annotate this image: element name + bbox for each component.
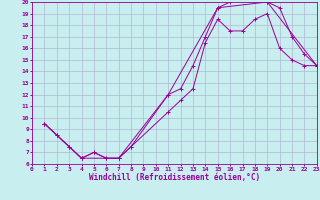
X-axis label: Windchill (Refroidissement éolien,°C): Windchill (Refroidissement éolien,°C) [89, 173, 260, 182]
